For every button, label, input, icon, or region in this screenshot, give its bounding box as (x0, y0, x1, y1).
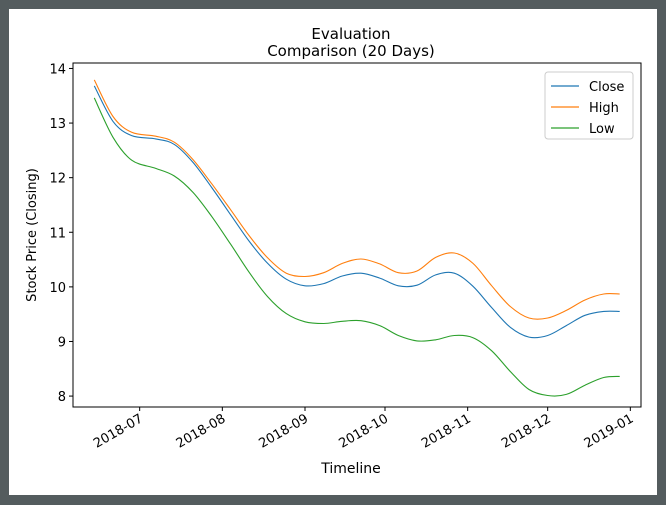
chart-figure: Evaluation Comparison (20 Days) Stock Pri… (9, 9, 657, 495)
x-tick-label: 2018-07 (91, 411, 146, 451)
series-line-high (93, 79, 620, 320)
y-tick-label: 11 (49, 226, 66, 241)
series-line-close (93, 85, 620, 339)
y-tick-label: 10 (49, 281, 66, 296)
legend-label: High (589, 101, 619, 116)
legend: Close High Low (544, 71, 634, 140)
legend-label: Low (589, 122, 615, 137)
x-tick-label: 2018-09 (256, 411, 311, 451)
y-axis-label: Stock Price (Closing) (25, 168, 40, 302)
y-tick-label: 9 (58, 335, 66, 350)
x-tick-label: 2019-01 (582, 411, 637, 451)
x-axis-label: Timeline (320, 461, 381, 477)
series-line-low (93, 97, 620, 397)
x-tick-label: 2018-08 (174, 411, 229, 451)
legend-label: Close (589, 80, 624, 95)
chart-title-line: Comparison (20 Days) (267, 42, 435, 60)
legend-box (544, 71, 634, 140)
chart-title-line: Evaluation (311, 25, 390, 43)
x-tick-label: 2018-12 (499, 411, 554, 451)
y-axis-label-text: Stock Price (Closing) (25, 168, 40, 302)
x-tick-label: 2018-10 (336, 411, 391, 451)
axes-frame (72, 62, 642, 408)
y-tick-label: 8 (58, 390, 66, 405)
y-tick-label: 12 (49, 172, 66, 187)
y-tick-label: 14 (49, 62, 66, 77)
x-tick-label: 2018-11 (419, 411, 474, 451)
y-tick-label: 13 (49, 117, 66, 132)
